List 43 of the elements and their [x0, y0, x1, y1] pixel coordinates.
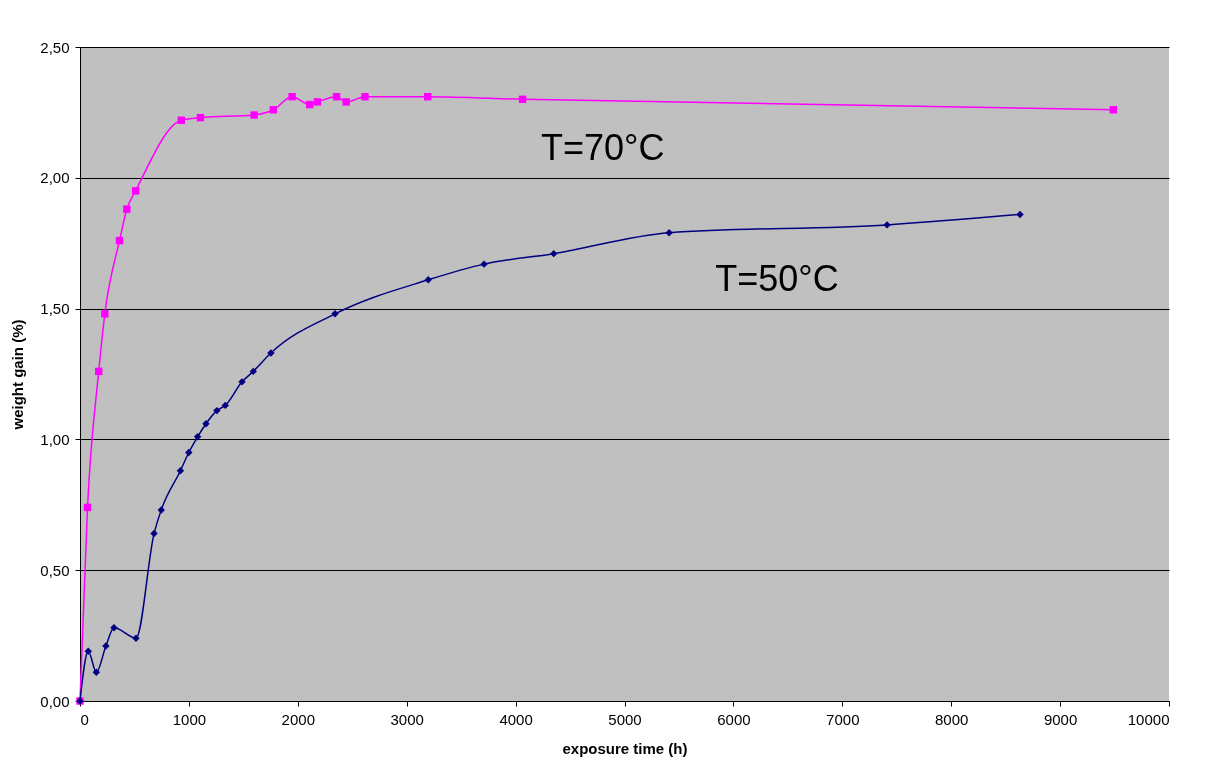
point — [250, 111, 258, 119]
point — [288, 93, 296, 101]
point — [213, 406, 221, 415]
point — [424, 276, 432, 284]
x-tick-label: 2000 — [281, 710, 315, 728]
y-tick-label: 0,00 — [40, 692, 70, 710]
x-tick-label: 4000 — [499, 710, 533, 728]
point — [92, 668, 101, 676]
point — [361, 93, 369, 101]
x-axis-title: exposure time (h) — [562, 739, 688, 757]
point — [84, 647, 92, 655]
point — [550, 249, 558, 258]
y-tick-label: 2,50 — [40, 38, 70, 56]
point — [123, 205, 131, 213]
y-tick-label: 0,50 — [40, 561, 70, 579]
y-axis-title: weight gain (%) — [9, 319, 27, 431]
point — [665, 229, 673, 237]
point — [131, 187, 140, 195]
y-tick-label: 1,00 — [40, 430, 70, 448]
annotation: T=70°C — [541, 127, 665, 169]
x-tick-label: 3000 — [390, 710, 424, 728]
point — [193, 433, 202, 441]
point — [221, 401, 229, 410]
point — [176, 467, 185, 475]
point — [185, 448, 193, 457]
x-tick-label: 8000 — [935, 710, 969, 728]
x-tick-label: 5000 — [608, 710, 642, 728]
x-tick-label: 1000 — [172, 710, 207, 728]
x-tick-label: 7000 — [826, 710, 860, 728]
point — [249, 367, 257, 376]
point — [101, 310, 109, 318]
point — [342, 98, 350, 106]
point — [313, 98, 322, 106]
point — [150, 529, 158, 538]
y-tick-label: 2,00 — [40, 169, 70, 187]
x-tick-label: 0 — [80, 710, 89, 728]
x-tick-label: 9000 — [1043, 710, 1078, 728]
x-tick-label: 10000 — [1127, 710, 1170, 728]
annotation: T=50°C — [715, 257, 839, 299]
point — [202, 420, 210, 428]
point — [1016, 210, 1024, 219]
y-tick-label: 1,50 — [40, 300, 70, 318]
x-tick-label: 6000 — [717, 710, 751, 728]
